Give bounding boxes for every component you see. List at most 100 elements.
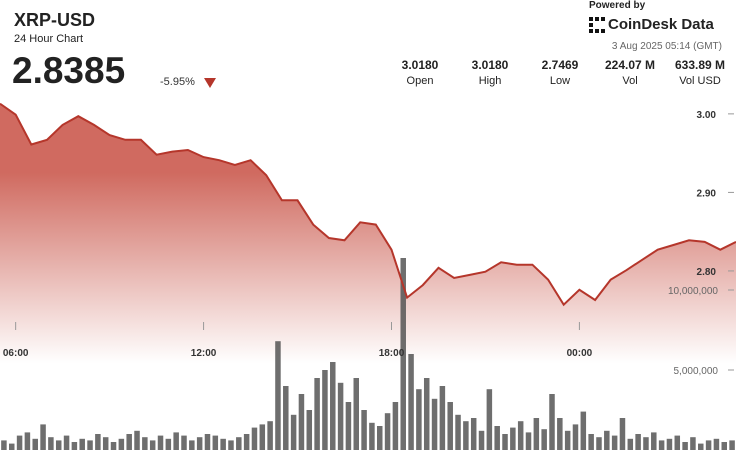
volume-bar bbox=[384, 413, 391, 450]
stat-value: 3.0180 bbox=[401, 58, 439, 72]
powered-by: Powered by bbox=[589, 0, 646, 11]
volume-bar bbox=[259, 424, 266, 450]
volume-bar bbox=[510, 427, 516, 450]
volume-bar bbox=[126, 434, 132, 450]
volume-bar bbox=[455, 414, 461, 450]
volume-bar bbox=[604, 430, 610, 450]
volume-bar bbox=[306, 410, 313, 450]
y2-tick-label: 10,000,000 bbox=[668, 286, 718, 297]
volume-bar bbox=[721, 442, 728, 450]
stat-value: 224.07 M bbox=[604, 58, 656, 72]
volume-bar bbox=[142, 437, 148, 450]
volume-bar bbox=[1, 440, 7, 450]
volume-bar bbox=[494, 426, 500, 450]
volume-bar bbox=[564, 430, 571, 450]
volume-bar bbox=[330, 362, 336, 450]
stat-value: 3.0180 bbox=[471, 58, 509, 72]
volume-bar bbox=[16, 435, 23, 450]
volume-bar bbox=[502, 434, 508, 450]
volume-bar bbox=[134, 430, 140, 450]
volume-bar bbox=[549, 394, 555, 450]
volume-bar bbox=[619, 418, 626, 450]
volume-bar bbox=[95, 434, 101, 450]
x-tick-label: 06:00 bbox=[3, 348, 29, 359]
stat-value: 2.7469 bbox=[541, 58, 579, 72]
volume-bar bbox=[651, 432, 657, 450]
volume-bar bbox=[283, 386, 289, 450]
volume-bar bbox=[596, 437, 602, 450]
stat-label: High bbox=[478, 75, 502, 87]
volume-bar bbox=[369, 422, 375, 450]
stat-label: Open bbox=[406, 75, 434, 87]
change: -5.95% bbox=[160, 76, 195, 88]
volume-bar bbox=[267, 421, 273, 450]
stat-value: 633.89 M bbox=[674, 58, 726, 72]
volume-bar bbox=[275, 341, 281, 450]
stat-label: Low bbox=[549, 75, 571, 87]
volume-bar bbox=[376, 426, 383, 450]
volume-bar bbox=[118, 438, 125, 450]
volume-bar bbox=[212, 435, 219, 450]
y-tick-label: 3.00 bbox=[697, 110, 717, 121]
volume-bar bbox=[71, 442, 78, 450]
volume-bar bbox=[314, 378, 320, 450]
volume-bar bbox=[470, 418, 477, 450]
volume-bar bbox=[251, 427, 258, 450]
timestamp: 3 Aug 2025 05:14 (GMT) bbox=[611, 41, 722, 52]
volume-bar bbox=[729, 440, 735, 450]
volume-bar bbox=[557, 418, 563, 450]
volume-bar bbox=[48, 437, 54, 450]
symbol: XRP-USD bbox=[14, 10, 96, 30]
volume-bar bbox=[643, 437, 649, 450]
volume-bar bbox=[423, 378, 430, 450]
volume-bar bbox=[157, 435, 164, 450]
volume-bar bbox=[181, 435, 187, 450]
volume-bar bbox=[674, 435, 681, 450]
y2-tick-label: 5,000,000 bbox=[674, 366, 719, 377]
price: 2.8385 bbox=[12, 50, 126, 91]
price-line bbox=[0, 102, 736, 307]
volume-bar bbox=[322, 370, 328, 450]
volume-bar bbox=[189, 440, 195, 450]
volume-bar bbox=[572, 424, 579, 450]
volume-bar bbox=[32, 438, 38, 450]
volume-bar bbox=[588, 434, 594, 450]
stat-label: Vol bbox=[622, 75, 638, 87]
x-tick-label: 18:00 bbox=[379, 348, 405, 359]
volume-bar bbox=[337, 382, 344, 450]
volume-bar bbox=[55, 440, 62, 450]
volume-bar bbox=[236, 437, 242, 450]
volume-bar bbox=[400, 258, 406, 450]
volume-bar bbox=[361, 410, 367, 450]
volume-bar bbox=[298, 394, 305, 450]
volume-bar bbox=[204, 434, 211, 450]
volume-bar bbox=[110, 442, 117, 450]
volume-bar bbox=[698, 443, 704, 450]
volume-bar bbox=[243, 434, 250, 450]
volume-bar bbox=[580, 411, 587, 450]
volume-bar bbox=[102, 437, 109, 450]
volume-bar bbox=[517, 421, 524, 450]
volume-bar bbox=[431, 398, 438, 450]
volume-bar bbox=[682, 442, 688, 450]
volume-bar bbox=[290, 414, 297, 450]
volume-bar bbox=[408, 354, 414, 450]
volume-bar bbox=[705, 440, 712, 450]
volume-bar bbox=[627, 438, 634, 450]
volume-bar bbox=[173, 432, 179, 450]
volume-bar bbox=[658, 440, 665, 450]
brand: CoinDesk Data bbox=[608, 16, 714, 33]
volume-bar bbox=[486, 389, 493, 450]
volume-bar bbox=[196, 437, 203, 450]
volume-bar bbox=[690, 437, 696, 450]
volume-bar bbox=[345, 402, 352, 450]
volume-bar bbox=[220, 438, 226, 450]
volume-bar bbox=[87, 440, 93, 450]
volume-bar bbox=[478, 430, 485, 450]
volume-bar bbox=[447, 402, 453, 450]
y-tick-label: 2.90 bbox=[697, 188, 717, 199]
volume-bar bbox=[228, 440, 234, 450]
volume-bar bbox=[353, 378, 360, 450]
stat-label: Vol USD bbox=[679, 75, 721, 87]
